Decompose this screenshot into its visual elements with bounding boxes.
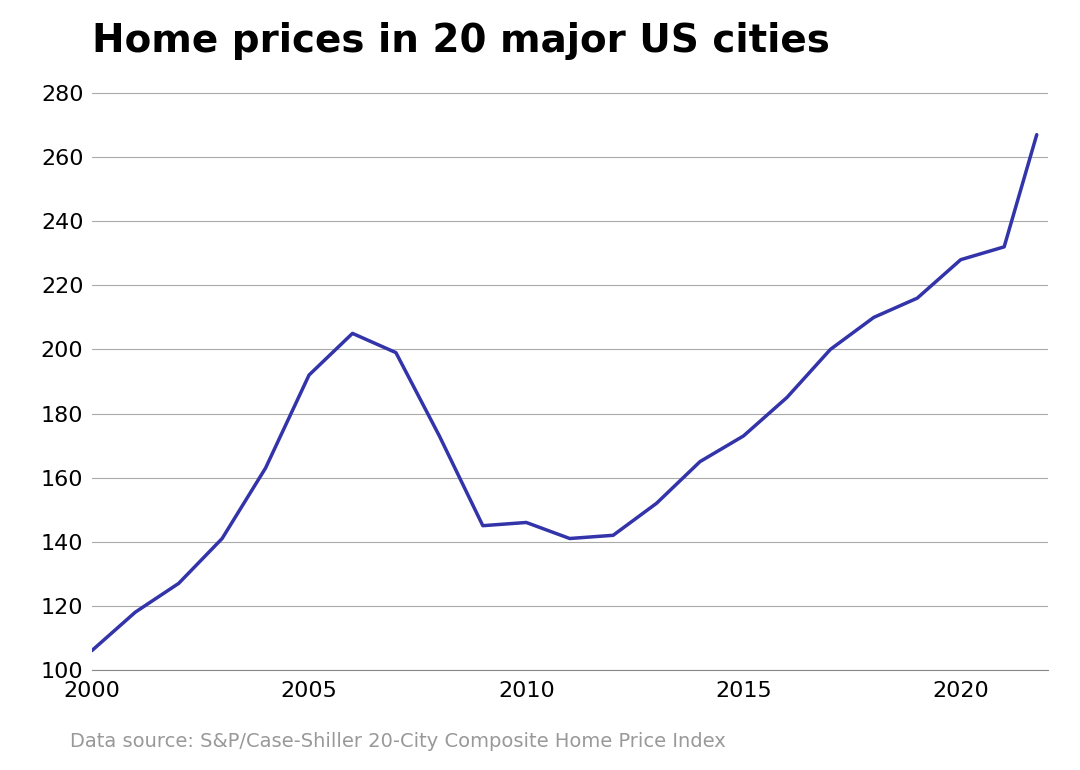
Text: Home prices in 20 major US cities: Home prices in 20 major US cities [92,22,829,60]
Text: Data source: S&P/Case-Shiller 20-City Composite Home Price Index: Data source: S&P/Case-Shiller 20-City Co… [70,732,726,751]
